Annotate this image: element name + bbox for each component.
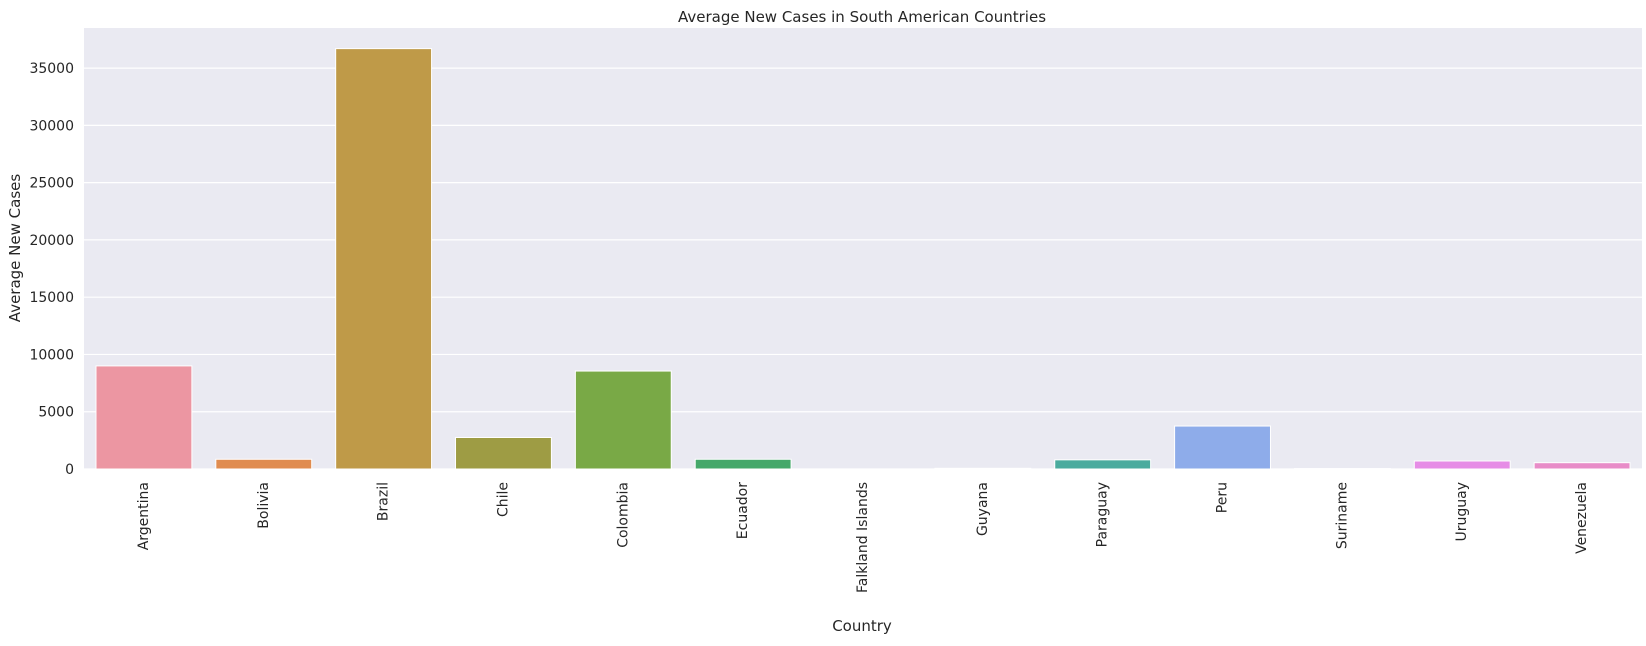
- x-tick-label: Argentina: [136, 482, 152, 550]
- y-tick-label: 25000: [29, 176, 74, 192]
- y-axis-ticks: 0 5000 10000 15000 20000 25000 30000 35000: [29, 61, 74, 478]
- y-tick-label: 5000: [38, 405, 74, 421]
- y-tick-label: 30000: [29, 118, 74, 134]
- y-tick-label: 0: [65, 462, 74, 478]
- bar-ecuador: [694, 458, 792, 470]
- x-tick-label: Guyana: [975, 482, 991, 536]
- bar-guyana: [934, 467, 1032, 470]
- bar-argentina: [95, 365, 193, 470]
- x-axis-ticks: Argentina Bolivia Brazil Chile Colombia Ecuad…: [136, 482, 1590, 593]
- bar-brazil: [335, 48, 433, 470]
- x-tick-label: Bolivia: [256, 482, 272, 529]
- x-tick-label: Brazil: [376, 482, 392, 521]
- y-tick-label: 15000: [29, 290, 74, 306]
- x-tick-label: Chile: [495, 482, 511, 517]
- y-axis-label: Average New Cases: [6, 174, 24, 323]
- plot-area: [84, 28, 1642, 469]
- bar-paraguay: [1054, 459, 1152, 470]
- y-tick-label: 35000: [29, 61, 74, 77]
- x-tick-label: Colombia: [615, 482, 631, 548]
- chart-title: Average New Cases in South American Coun…: [678, 8, 1046, 26]
- y-tick-label: 10000: [29, 347, 74, 363]
- bars: [95, 48, 1631, 470]
- x-tick-label: Venezuela: [1574, 482, 1590, 554]
- bar-colombia: [574, 370, 672, 470]
- x-tick-label: Suriname: [1334, 482, 1350, 549]
- x-tick-label: Paraguay: [1095, 482, 1111, 547]
- bar-peru: [1174, 425, 1271, 470]
- x-tick-label: Uruguay: [1454, 482, 1470, 542]
- y-tick-label: 20000: [29, 233, 74, 249]
- x-axis-label: Country: [832, 617, 892, 635]
- x-tick-label: Ecuador: [735, 482, 751, 539]
- bar-venezuela: [1533, 462, 1631, 470]
- bar-bolivia: [215, 458, 313, 470]
- bar-uruguay: [1413, 460, 1511, 470]
- x-tick-label: Falkland Islands: [855, 482, 871, 593]
- bar-chile: [455, 437, 552, 470]
- x-tick-label: Peru: [1215, 482, 1231, 513]
